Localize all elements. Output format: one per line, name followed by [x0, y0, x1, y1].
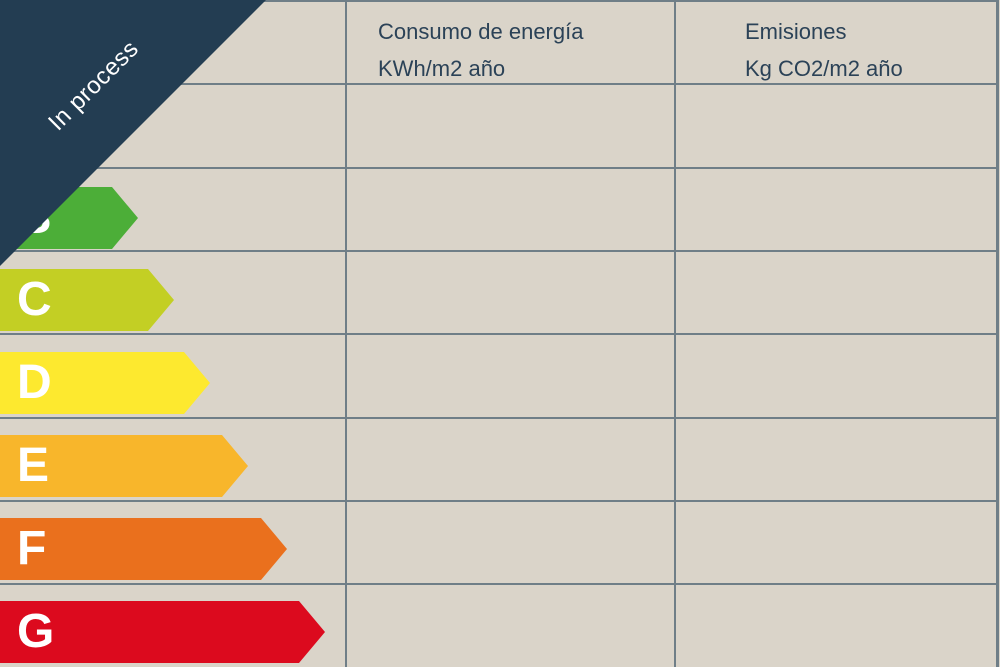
rating-letter-c: C	[17, 273, 52, 326]
rating-letter-f: F	[17, 522, 47, 575]
grid-line-row1	[0, 83, 999, 85]
rating-arrow-f: F	[0, 518, 287, 580]
rating-arrow-e: E	[0, 435, 248, 497]
header-emisiones-line1: Emisiones	[745, 19, 847, 44]
rating-arrow-c: C	[0, 269, 174, 331]
header-consumo-line2: KWh/m2 año	[378, 56, 506, 81]
header-consumo: Consumo de energía KWh/m2 año	[378, 13, 583, 87]
grid-line-right-border	[996, 0, 999, 667]
header-emisiones: Emisiones Kg CO2/m2 año	[745, 13, 903, 87]
grid-line-row7	[0, 583, 999, 585]
in-process-banner-label: In process	[43, 35, 145, 137]
header-emisiones-line2: Kg CO2/m2 año	[745, 56, 903, 81]
grid-line-row3	[0, 250, 999, 252]
grid-line-row4	[0, 333, 999, 335]
rating-letter-g: G	[17, 605, 55, 658]
grid-line-row6	[0, 500, 999, 502]
rating-letter-d: D	[17, 356, 52, 409]
grid-line-row2	[0, 167, 999, 169]
rating-arrow-d: D	[0, 352, 210, 414]
grid-line-col2	[674, 0, 676, 667]
header-consumo-line1: Consumo de energía	[378, 19, 584, 44]
grid-line-col1	[345, 0, 347, 667]
grid-line-row5	[0, 417, 999, 419]
rating-arrow-g: G	[0, 601, 325, 663]
rating-letter-e: E	[17, 439, 50, 492]
grid-line-top	[0, 0, 999, 2]
